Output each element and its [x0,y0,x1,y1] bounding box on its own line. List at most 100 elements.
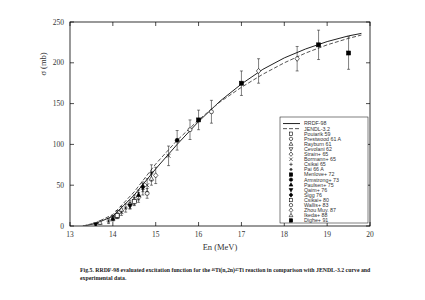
y-tick-right [366,226,370,227]
legend-marker [289,178,292,181]
x-tick-top [112,22,113,26]
data-point [145,183,149,187]
legend-marker [289,132,292,135]
error-bar [116,213,119,218]
y-tick-right [366,103,370,104]
error-bar [240,71,243,95]
legend-marker [289,137,292,140]
data-point [141,184,145,189]
x-tick-top [70,22,71,26]
x-tick [70,222,71,226]
error-bar [210,100,213,123]
error-bar [120,206,123,213]
data-point [256,68,260,73]
data-point [175,138,179,142]
data-point [197,118,201,122]
x-tick [241,222,242,226]
y-tick [70,144,74,145]
legend-line [283,128,300,129]
legend-marker [289,208,293,212]
y-tick [70,226,74,227]
x-tick [370,222,371,226]
x-axis-label: En (MeV) [203,242,238,252]
error-bar [141,182,144,192]
curve [83,35,362,226]
legend-marker [289,168,292,171]
x-tick-top [284,22,285,26]
error-bar [111,215,114,220]
data-point [98,220,102,224]
data-point [209,110,213,114]
x-tick-label: 17 [238,230,246,239]
x-tick-top [241,22,242,26]
x-tick-label: 19 [323,230,331,239]
x-tick [155,222,156,226]
x-tick [198,222,199,226]
data-point [317,43,321,47]
legend-marker [289,158,292,161]
y-tick-label: 100 [53,140,65,149]
legend-marker [289,193,293,197]
error-bar [116,210,119,217]
error-bar [167,146,170,166]
data-point [128,204,132,208]
legend-marker [289,152,293,156]
y-tick [70,22,74,23]
data-point [111,216,115,220]
legend-marker [289,219,292,222]
legend-box [280,117,368,223]
legend: RRDF-98JENDL-3.2Pouiarik 59Prestwood 61 … [280,117,368,223]
error-bar [154,167,157,183]
error-bar [129,201,132,209]
x-tick-top [198,22,199,26]
y-tick-label: 250 [53,18,65,27]
error-bar [347,37,350,70]
data-point [149,176,153,180]
caption: experimental data. [80,275,127,281]
x-tick-label: 16 [195,230,203,239]
chart: 1314151617181920050100150200250En (MeV)σ… [0,0,425,300]
x-tick-label: 18 [281,230,289,239]
data-point [295,56,299,61]
y-axis-label: σ (mb) [38,52,48,75]
error-bar [141,184,144,195]
y-tick-right [366,62,370,63]
y-tick-label: 50 [57,181,65,190]
y-tick-label: 150 [53,99,65,108]
legend-marker [289,142,293,145]
x-tick [112,222,113,226]
error-bar [176,131,179,151]
legend-marker [289,213,293,216]
x-tick-label: 13 [66,230,74,239]
plot-frame [70,22,370,226]
data-point [111,216,115,220]
legend-marker [289,148,293,151]
error-bar [197,110,200,130]
error-bar [146,179,149,192]
error-bar [99,221,102,224]
x-tick-top [327,22,328,26]
data-point [136,193,140,197]
legend-marker [289,203,292,206]
data-point [239,81,243,85]
y-tick-label: 200 [53,58,65,67]
y-tick [70,62,74,63]
curve [83,33,362,226]
x-tick-label: 14 [109,230,117,239]
error-bar [257,59,260,83]
data-point [132,200,136,204]
data-point [154,173,158,178]
data-point [167,154,171,158]
error-bar [150,172,153,185]
legend-marker [289,163,292,166]
data-point [347,51,351,55]
y-tick-label: 0 [60,222,64,231]
error-bar [133,195,136,205]
data-point [124,206,128,209]
error-bar [111,216,114,221]
error-bar [124,204,127,212]
error-bar [116,214,119,219]
x-tick-top [155,22,156,26]
error-bar [189,120,192,140]
error-bar [296,46,299,70]
